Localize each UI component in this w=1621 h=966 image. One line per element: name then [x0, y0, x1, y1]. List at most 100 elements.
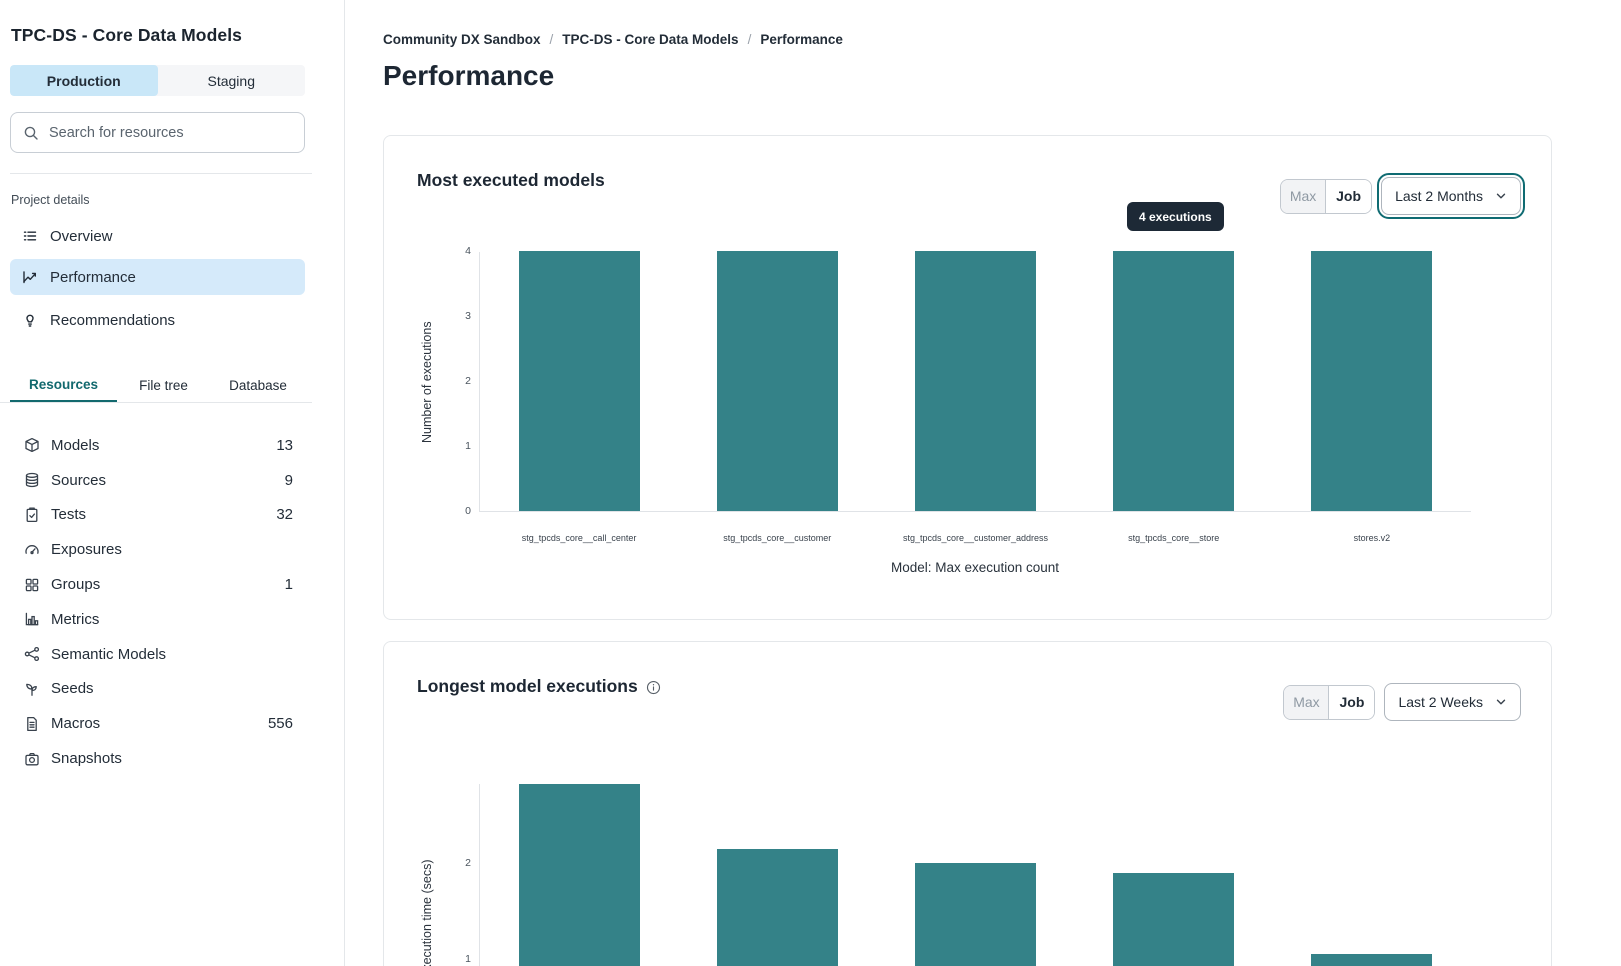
grid-icon [24, 577, 40, 593]
sidebar-item-performance[interactable]: Performance [10, 259, 305, 295]
project-details-label: Project details [11, 193, 90, 207]
resource-label: Seeds [51, 680, 94, 698]
x-tick-label: stg_tpcds_core__store [1128, 533, 1220, 543]
tab-production[interactable]: Production [10, 65, 158, 96]
tab-resources[interactable]: Resources [10, 369, 117, 402]
card-title: Longest model executions [417, 676, 638, 696]
resource-row-metrics[interactable]: Metrics [10, 602, 305, 637]
resource-label: Models [51, 436, 100, 454]
sidebar-divider [10, 173, 312, 174]
sidebar-item-label: Performance [50, 268, 136, 286]
tab-file-tree[interactable]: File tree [139, 378, 188, 393]
bar[interactable] [518, 251, 640, 511]
clipboard-check-icon [24, 507, 40, 523]
most-executed-models-card: Most executed models Max Job Last 2 Mont… [383, 135, 1552, 620]
max-toggle-button[interactable]: Max [1284, 685, 1330, 719]
resource-label: Exposures [51, 541, 122, 559]
chevron-down-icon [1495, 190, 1507, 202]
date-range-dropdown[interactable]: Last 2 Weeks [1384, 683, 1521, 721]
tab-database[interactable]: Database [229, 378, 287, 393]
breadcrumb-separator: / [747, 32, 752, 47]
job-toggle-button[interactable]: Job [1329, 685, 1375, 719]
tab-staging[interactable]: Staging [207, 72, 255, 89]
resource-count: 32 [276, 506, 293, 524]
breadcrumb-project[interactable]: TPC-DS - Core Data Models [562, 32, 739, 47]
search-input[interactable] [49, 124, 292, 141]
breadcrumb-account[interactable]: Community DX Sandbox [383, 32, 541, 47]
card-title: Most executed models [417, 170, 605, 190]
sidebar-item-overview[interactable]: Overview [10, 218, 305, 254]
sidebar-item-label: Overview [50, 227, 113, 245]
bar[interactable] [716, 848, 838, 966]
resource-label: Semantic Models [51, 645, 167, 663]
main-content: Community DX Sandbox / TPC-DS - Core Dat… [345, 0, 1621, 966]
y-tick-label: 0 [465, 505, 471, 517]
breadcrumb-separator: / [549, 32, 554, 47]
max-job-toggle: Max Job [1283, 684, 1376, 720]
resource-count: 13 [276, 436, 293, 454]
y-tick-label: 4 [465, 245, 471, 257]
bar-chart-icon [24, 611, 40, 627]
database-icon [24, 472, 40, 488]
date-range-value: Last 2 Months [1395, 188, 1483, 204]
resource-row-exposures[interactable]: Exposures [10, 532, 305, 567]
resource-row-seeds[interactable]: Seeds [10, 672, 305, 707]
resource-row-semantic-models[interactable]: Semantic Models [10, 637, 305, 672]
bar[interactable] [518, 784, 640, 966]
bar[interactable] [716, 251, 838, 511]
resource-count: 1 [284, 576, 293, 594]
page-title: Performance [383, 60, 555, 91]
resource-label: Macros [51, 715, 101, 733]
camera-icon [24, 751, 40, 767]
resource-label: Sources [51, 471, 107, 489]
x-axis-caption: Model: Max execution count [890, 560, 1060, 575]
x-tick-label: stg_tpcds_core__customer [723, 533, 832, 543]
resource-count: 9 [284, 471, 293, 489]
breadcrumb-current: Performance [760, 32, 843, 47]
y-tick-label: 1 [465, 440, 471, 452]
x-tick-label: stg_tpcds_core__customer_address [902, 533, 1049, 543]
info-icon[interactable] [646, 680, 661, 695]
y-tick-label: 1 [465, 953, 471, 965]
longest-model-executions-card: Longest model executions Max Job Last 2 … [383, 641, 1552, 966]
bar[interactable] [915, 863, 1036, 966]
sidebar: TPC-DS - Core Data Models Production Sta… [0, 0, 345, 966]
bar[interactable] [1311, 954, 1433, 966]
max-job-toggle: Max Job [1280, 178, 1373, 214]
date-range-value: Last 2 Weeks [1398, 694, 1483, 710]
share-network-icon [24, 646, 40, 662]
resource-row-groups[interactable]: Groups 1 [10, 567, 305, 602]
resource-search[interactable] [10, 112, 305, 153]
resource-row-macros[interactable]: Macros 556 [10, 706, 305, 741]
date-range-dropdown[interactable]: Last 2 Months [1377, 173, 1525, 219]
bar[interactable] [1113, 872, 1235, 966]
y-tick-label: 3 [465, 310, 471, 322]
list-icon [22, 228, 38, 244]
x-tick-label: stg_tpcds_core__call_center [521, 533, 637, 543]
chart-controls: Max Job Last 2 Months [1280, 173, 1525, 219]
bar[interactable] [1113, 251, 1235, 511]
search-icon [23, 125, 39, 141]
resource-label: Metrics [51, 610, 100, 628]
resource-row-snapshots[interactable]: Snapshots [10, 741, 305, 776]
chart-controls: Max Job Last 2 Weeks [1283, 683, 1521, 721]
sidebar-item-label: Recommendations [50, 311, 176, 329]
job-toggle-button[interactable]: Job [1326, 179, 1372, 213]
max-toggle-button[interactable]: Max [1281, 179, 1327, 213]
resource-label: Groups [51, 576, 101, 594]
bar[interactable] [915, 251, 1036, 511]
environment-tabs: Production Staging [10, 65, 305, 96]
y-axis-title: Execution time (secs) [420, 859, 434, 966]
resource-row-models[interactable]: Models 13 [10, 428, 305, 463]
bar[interactable] [1311, 251, 1433, 511]
sidebar-item-recommendations[interactable]: Recommendations [10, 302, 305, 338]
document-icon [24, 716, 40, 732]
y-tick-label: 2 [465, 857, 471, 869]
cube-icon [24, 437, 40, 453]
resource-row-tests[interactable]: Tests 32 [10, 498, 305, 533]
resource-view-tabs: Resources File tree Database [0, 369, 312, 403]
breadcrumb: Community DX Sandbox / TPC-DS - Core Dat… [383, 32, 843, 47]
lightbulb-icon [22, 312, 38, 328]
resource-row-sources[interactable]: Sources 9 [10, 463, 305, 498]
chevron-down-icon [1495, 696, 1507, 708]
